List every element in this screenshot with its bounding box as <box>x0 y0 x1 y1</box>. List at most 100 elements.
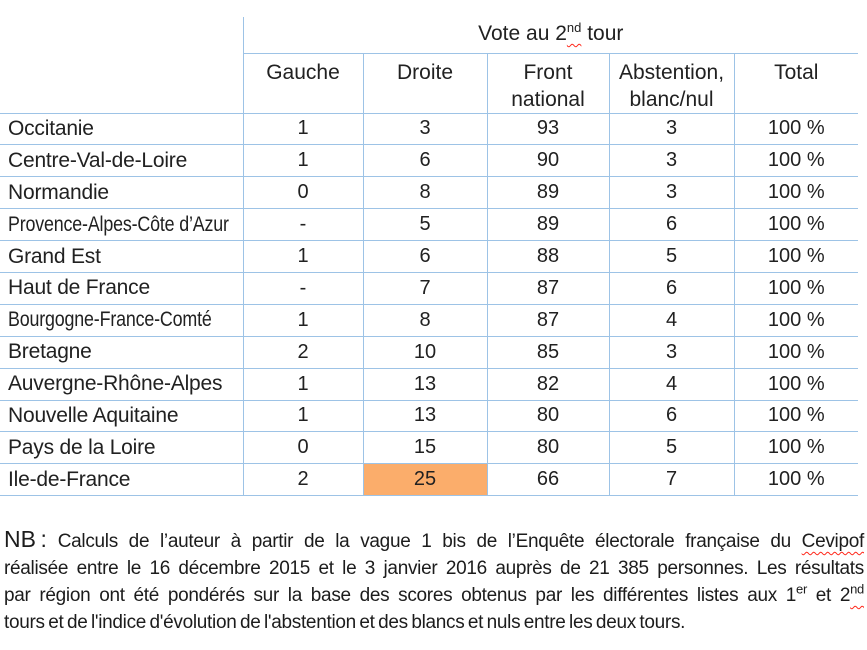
footnote-text-1: Calculs de l’auteur à partir de la vague… <box>46 531 802 553</box>
droite-value-cell: 6 <box>362 240 487 273</box>
total-value-cell: 100 % <box>733 336 859 369</box>
front-national-value-cell: 87 <box>486 304 609 337</box>
front-national-value-cell: 80 <box>486 400 609 433</box>
droite-value-cell: 13 <box>362 400 487 433</box>
region-name: Occitanie <box>8 116 94 140</box>
superscript-er: er <box>796 581 807 597</box>
droite-value-cell: 8 <box>362 304 487 337</box>
gauche-value-cell: - <box>242 272 363 305</box>
abstention-value-cell: 5 <box>608 431 734 465</box>
front-national-value-cell: 87 <box>486 272 609 305</box>
table-row: Pays de la Loire 0 15 80 5 100 % <box>0 431 859 465</box>
droite-value-cell: 15 <box>362 431 487 465</box>
table-row: Centre-Val-de-Loire 1 6 90 3 100 % <box>0 144 859 178</box>
col-header-abstention: Abstention, blanc/nul <box>608 53 734 114</box>
region-name: Pays de la Loire <box>8 435 156 459</box>
region-name-cell: Bretagne <box>0 336 244 369</box>
abstention-value-cell: 6 <box>608 272 734 305</box>
table-row: Nouvelle Aquitaine 1 13 80 6 100 % <box>0 400 859 433</box>
region-name: Provence-Alpes-Côte d’Azur <box>8 212 229 236</box>
gauche-value-cell: 1 <box>242 304 363 337</box>
abstention-value-cell: 6 <box>608 208 734 242</box>
footnote-line-3: par région ont été pondérés sur la base … <box>4 582 864 609</box>
col-header-front-national: Front national <box>486 53 609 114</box>
total-value-cell: 100 % <box>733 144 859 178</box>
title-row: Vote au 2nd tour <box>0 17 859 54</box>
total-value-cell: 100 % <box>733 176 859 210</box>
table-row: Auvergne-Rhône-Alpes 1 13 82 4 100 % <box>0 368 859 401</box>
droite-value-cell: 25 <box>362 463 487 497</box>
droite-value-cell: 6 <box>362 144 487 178</box>
table-title: Vote au 2nd tour <box>243 17 859 54</box>
droite-value-cell: 8 <box>362 176 487 210</box>
region-name: Grand Est <box>8 244 101 268</box>
corner-cell <box>0 17 244 53</box>
droite-value-cell: 13 <box>362 368 487 401</box>
footnote-line-2: réalisée entre le 16 décembre 2015 et le… <box>4 558 864 580</box>
column-header-row: Gauche Droite Front national Abstention,… <box>0 53 859 114</box>
abstention-value-cell: 5 <box>608 240 734 273</box>
region-name-cell: Haut de France <box>0 272 244 305</box>
region-name: Bourgogne-France-Comté <box>8 308 212 332</box>
gauche-value-cell: 0 <box>242 431 363 465</box>
col-header-droite: Droite <box>362 53 487 114</box>
front-national-value-cell: 90 <box>486 144 609 178</box>
abstention-value-cell: 3 <box>608 336 734 369</box>
table-row: Provence-Alpes-Côte d’Azur - 5 89 6 100 … <box>0 208 859 242</box>
footnote-line-1: NB : Calculs de l’auteur à partir de la … <box>4 526 864 555</box>
front-national-value-cell: 66 <box>486 463 609 497</box>
region-name-cell: Occitanie <box>0 113 244 146</box>
col-header-total: Total <box>733 53 859 114</box>
front-national-value-cell: 85 <box>486 336 609 369</box>
abstention-value-cell: 7 <box>608 463 734 497</box>
total-value-cell: 100 % <box>733 208 859 242</box>
abstention-value-cell: 3 <box>608 144 734 178</box>
table-row: Normandie 0 8 89 3 100 % <box>0 176 859 210</box>
region-name: Centre-Val-de-Loire <box>8 148 188 172</box>
region-name: Normandie <box>8 180 109 204</box>
footnote-line-4: tours et de l'indice d'évolution de l'ab… <box>4 612 686 634</box>
gauche-value-cell: 1 <box>242 368 363 401</box>
region-name-cell: Centre-Val-de-Loire <box>0 144 244 178</box>
col-header-gauche: Gauche <box>242 53 363 114</box>
superscript-nd: nd <box>850 581 864 597</box>
total-value-cell: 100 % <box>733 240 859 273</box>
title-superscript: nd <box>566 20 582 35</box>
table-body: Occitanie 1 3 93 3 100 % Centre-Val-de-L… <box>0 113 859 497</box>
total-value-cell: 100 % <box>733 272 859 305</box>
table-row: Bourgogne-France-Comté 1 8 87 4 100 % <box>0 304 859 337</box>
front-national-value-cell: 80 <box>486 431 609 465</box>
front-national-value-cell: 88 <box>486 240 609 273</box>
gauche-value-cell: 2 <box>242 463 363 497</box>
footnote-text-3b: et 2 <box>806 585 851 607</box>
region-name: Auvergne-Rhône-Alpes <box>8 372 223 396</box>
total-value-cell: 100 % <box>733 304 859 337</box>
results-table: Vote au 2nd tour Gauche Droite Front nat… <box>0 17 859 497</box>
abstention-value-cell: 3 <box>608 176 734 210</box>
front-national-value-cell: 89 <box>486 176 609 210</box>
total-value-cell: 100 % <box>733 400 859 433</box>
gauche-value-cell: 0 <box>242 176 363 210</box>
region-name: Nouvelle Aquitaine <box>8 403 179 427</box>
gauche-value-cell: 1 <box>242 400 363 433</box>
gauche-value-cell: 2 <box>242 336 363 369</box>
total-value-cell: 100 % <box>733 463 859 497</box>
region-name-cell: Pays de la Loire <box>0 431 244 465</box>
nb-label: NB : <box>4 526 47 553</box>
gauche-value-cell: 1 <box>242 240 363 273</box>
region-name-cell: Normandie <box>0 176 244 210</box>
table-row: Grand Est 1 6 88 5 100 % <box>0 240 859 273</box>
gauche-value-cell: - <box>242 208 363 242</box>
document-page: Vote au 2nd tour Gauche Droite Front nat… <box>0 17 867 650</box>
table-title-text: Vote au 2 <box>478 22 567 45</box>
table-row: Haut de France - 7 87 6 100 % <box>0 272 859 305</box>
footnote: NB : Calculs de l’auteur à partir de la … <box>0 526 867 636</box>
droite-value-cell: 10 <box>362 336 487 369</box>
gauche-value-cell: 1 <box>242 144 363 178</box>
gauche-value-cell: 1 <box>242 113 363 146</box>
misspelled-word-cevipof: Cevipof <box>801 531 865 553</box>
abstention-value-cell: 4 <box>608 368 734 401</box>
region-name-cell: Grand Est <box>0 240 244 273</box>
droite-value-cell: 3 <box>362 113 487 146</box>
front-national-value-cell: 82 <box>486 368 609 401</box>
